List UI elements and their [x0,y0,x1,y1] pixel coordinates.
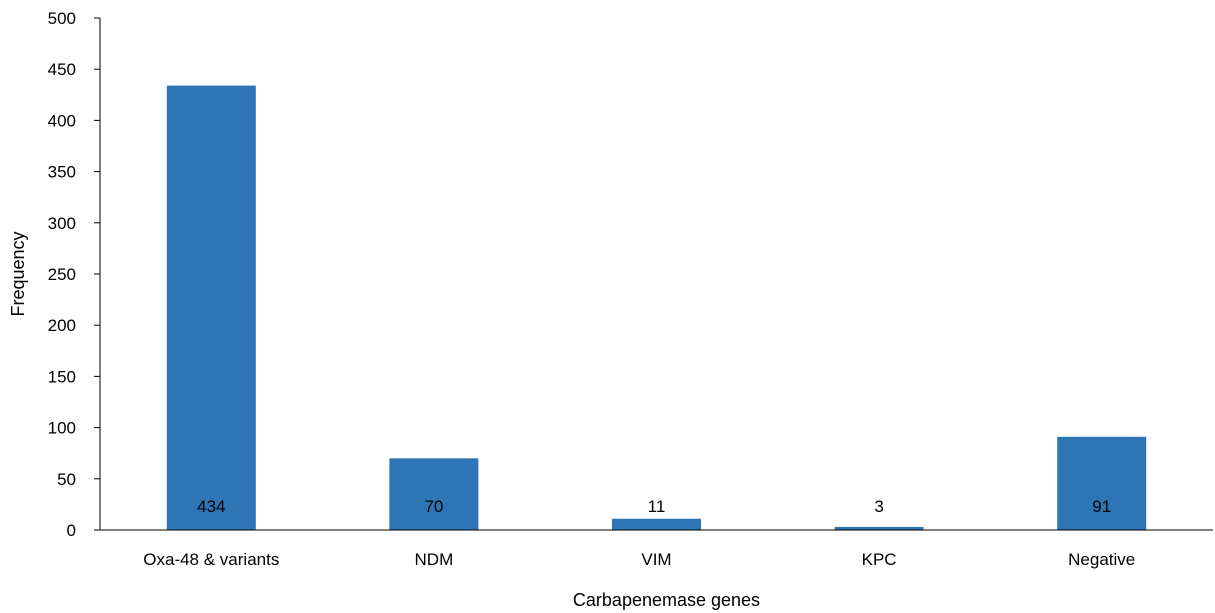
y-axis-title: Frequency [8,231,28,316]
bars [166,85,1147,531]
x-axis-title: Carbapenemase genes [573,590,760,610]
y-tick-label: 100 [48,419,76,438]
bar-value-label: 70 [424,497,443,516]
bar-value-label: 3 [874,497,883,516]
y-tick-label: 450 [48,60,76,79]
y-tick-label: 400 [48,111,76,130]
bar [834,526,924,530]
x-tick-label: Oxa-48 & variants [143,550,279,569]
y-axis-ticks: 0 50 100 150 200 250 300 350 400 450 500 [48,9,100,540]
y-tick-label: 300 [48,214,76,233]
x-tick-label: KPC [862,550,897,569]
bar [389,458,479,530]
bar [1057,436,1147,530]
x-axis-ticks: Oxa-48 & variants NDM VIM KPC Negative [143,550,1135,569]
bar-value-label: 11 [648,497,666,516]
x-tick-label: VIM [641,550,671,569]
bar-value-label: 91 [1092,497,1111,516]
y-tick-label: 150 [48,367,76,386]
bar [166,85,256,531]
x-tick-label: NDM [415,550,454,569]
y-tick-label: 50 [57,470,76,489]
y-tick-label: 500 [48,9,76,28]
y-tick-label: 200 [48,316,76,335]
bar-value-label: 434 [197,497,225,516]
y-tick-label: 0 [67,521,76,540]
y-tick-label: 250 [48,265,76,284]
data-labels: 434 70 11 3 91 [197,497,1111,516]
bar [612,518,701,530]
x-tick-label: Negative [1068,550,1135,569]
y-tick-label: 350 [48,163,76,182]
